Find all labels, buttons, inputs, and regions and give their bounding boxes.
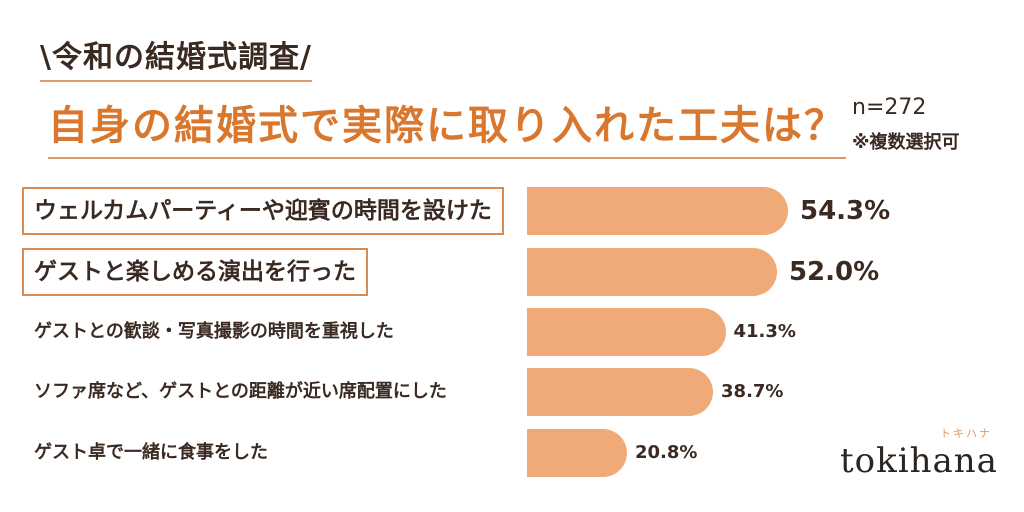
category-label: ソファ席など、ゲストとの距離が近い席配置にした <box>34 381 447 402</box>
tokihana-logo: tokihana <box>840 441 998 481</box>
category-label: ウェルカムパーティーや迎賓の時間を設けた <box>22 187 504 235</box>
bar <box>527 368 714 416</box>
multiple-choice-note: ※複数選択可 <box>852 132 960 153</box>
category-label: ゲストとの歓談・写真撮影の時間を重視した <box>34 321 394 342</box>
bar <box>527 248 777 296</box>
value-label: 20.8% <box>634 442 698 463</box>
value-label: 54.3% <box>800 196 891 226</box>
value-label: 41.3% <box>733 321 796 342</box>
value-label: 52.0% <box>788 257 880 287</box>
category-label: ゲストと楽しめる演出を行った <box>22 248 368 296</box>
sample-size-label: n=272 <box>852 95 927 120</box>
logo-ruby: トキハナ <box>940 427 992 440</box>
bar <box>527 187 788 235</box>
survey-tag: \令和の結婚式調査/ <box>40 32 312 82</box>
chart-title: 自身の結婚式で実際に取り入れた工夫は？ <box>48 93 846 159</box>
bar <box>527 308 726 356</box>
bar <box>527 429 627 477</box>
value-label: 38.7% <box>721 381 784 402</box>
category-label: ゲスト卓で一緒に食事をした <box>34 442 268 463</box>
